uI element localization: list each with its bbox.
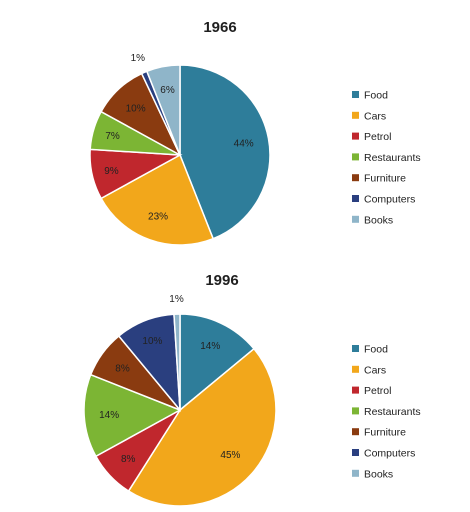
- legend-swatch-furniture: [352, 428, 359, 436]
- legend-label-food: Food: [364, 344, 388, 356]
- legend-swatch-restaurants: [352, 153, 359, 161]
- pie-slice-food: [179, 64, 271, 240]
- slice-label-books: 1%: [169, 294, 184, 305]
- legend: Food Cars Petrol Restaurants Furniture Comput…: [352, 90, 421, 226]
- legend-label-petrol: Petrol: [364, 385, 391, 397]
- slice-label-furniture: 10%: [126, 103, 146, 114]
- legend-swatch-restaurants: [352, 407, 359, 415]
- chart-title: 1966: [203, 19, 236, 36]
- slice-label-cars: 45%: [220, 450, 240, 461]
- legend-label-cars: Cars: [364, 110, 386, 122]
- pie-slice-food: [179, 313, 256, 412]
- slice-label-restaurants: 14%: [99, 410, 119, 421]
- legend-label-restaurants: Restaurants: [364, 406, 421, 418]
- legend-swatch-cars: [352, 111, 359, 119]
- legend-swatch-furniture: [352, 174, 359, 182]
- legend-swatch-books: [352, 469, 359, 477]
- legend-label-cars: Cars: [364, 364, 386, 376]
- slice-label-food: 44%: [234, 138, 254, 149]
- chart-title: 1996: [205, 272, 238, 289]
- legend-swatch-books: [352, 215, 359, 223]
- legend-swatch-petrol: [352, 386, 359, 394]
- slice-label-restaurants: 7%: [105, 131, 120, 142]
- legend-swatch-computers: [352, 449, 359, 456]
- slice-label-computers: 10%: [142, 336, 162, 347]
- legend-swatch-computers: [352, 195, 359, 202]
- legend-swatch-food: [352, 91, 359, 98]
- legend-label-books: Books: [364, 468, 393, 480]
- pie-slice-books: [145, 64, 181, 156]
- legend-label-food: Food: [364, 90, 388, 102]
- legend-swatch-cars: [352, 365, 359, 373]
- pie-slice-cars: [127, 347, 277, 507]
- legend-label-computers: Computers: [364, 194, 415, 206]
- pie-slice-restaurants: [83, 373, 182, 458]
- legend-label-furniture: Furniture: [364, 427, 406, 439]
- slice-label-petrol: 9%: [104, 166, 119, 177]
- slice-label-food: 14%: [200, 341, 220, 352]
- legend: Food Cars Petrol Restaurants Furniture Comput…: [352, 344, 421, 480]
- pie-slice-books: [173, 313, 181, 411]
- legend-label-restaurants: Restaurants: [364, 152, 421, 164]
- pie-chart-1996: 1996 14% 45% 8% 14% 8% 10% 1% Food Cars Petrol Rest…: [83, 272, 421, 507]
- legend-label-computers: Computers: [364, 448, 415, 460]
- slice-label-computers: 1%: [131, 53, 146, 64]
- slice-label-books: 6%: [160, 85, 175, 96]
- pie-chart-1966: 1966 44% 23% 9% 7% 10% 1% 6% Food Cars Petrol Resta…: [89, 19, 421, 246]
- slice-label-petrol: 8%: [121, 454, 136, 465]
- slice-label-furniture: 8%: [115, 364, 130, 375]
- legend-label-furniture: Furniture: [364, 173, 406, 185]
- slice-label-cars: 23%: [148, 211, 168, 222]
- pie-slice-cars: [100, 153, 215, 246]
- legend-label-petrol: Petrol: [364, 131, 391, 143]
- legend-swatch-food: [352, 345, 359, 352]
- legend-label-books: Books: [364, 214, 393, 226]
- legend-swatch-petrol: [352, 132, 359, 140]
